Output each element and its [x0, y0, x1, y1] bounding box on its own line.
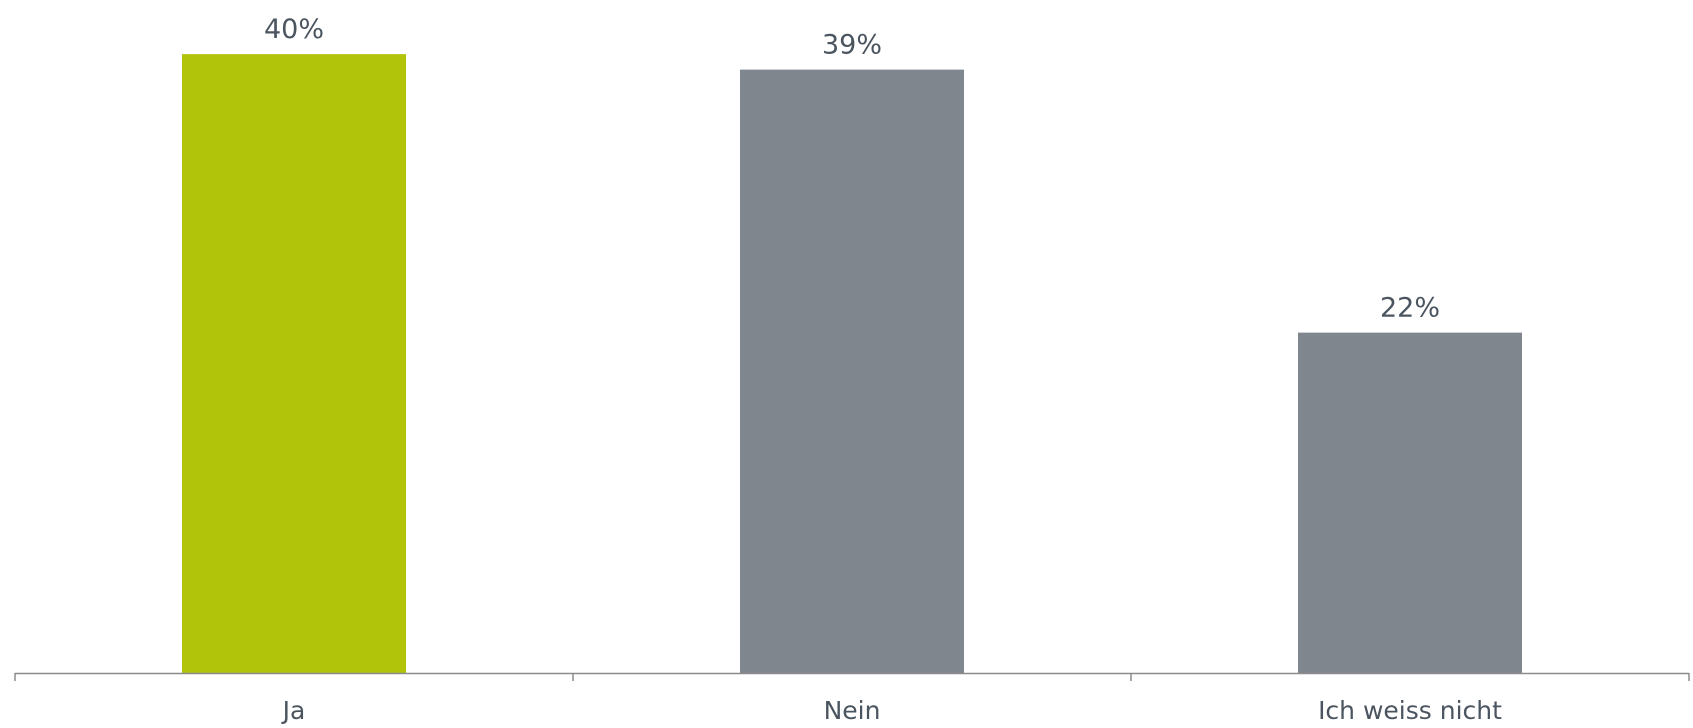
x-tick-label-ja: Ja [281, 696, 306, 724]
bars-layer [182, 54, 1522, 674]
data-label-ja: 40% [264, 14, 324, 45]
x-axis [14, 672, 1690, 681]
data-label-ich-weiss-nicht: 22% [1380, 293, 1440, 324]
bar-ja [182, 54, 406, 674]
category-labels-layer: Ja Nein Ich weiss nicht [281, 696, 1502, 725]
bar-ich-weiss-nicht [1298, 332, 1522, 673]
data-label-nein: 39% [822, 30, 882, 61]
x-tick-label-nein: Nein [824, 696, 881, 724]
bar-nein [740, 69, 964, 674]
x-tick-label-ich-weiss-nicht: Ich weiss nicht [1318, 696, 1502, 724]
data-labels-layer: 40% 39% 22% [264, 14, 1440, 323]
